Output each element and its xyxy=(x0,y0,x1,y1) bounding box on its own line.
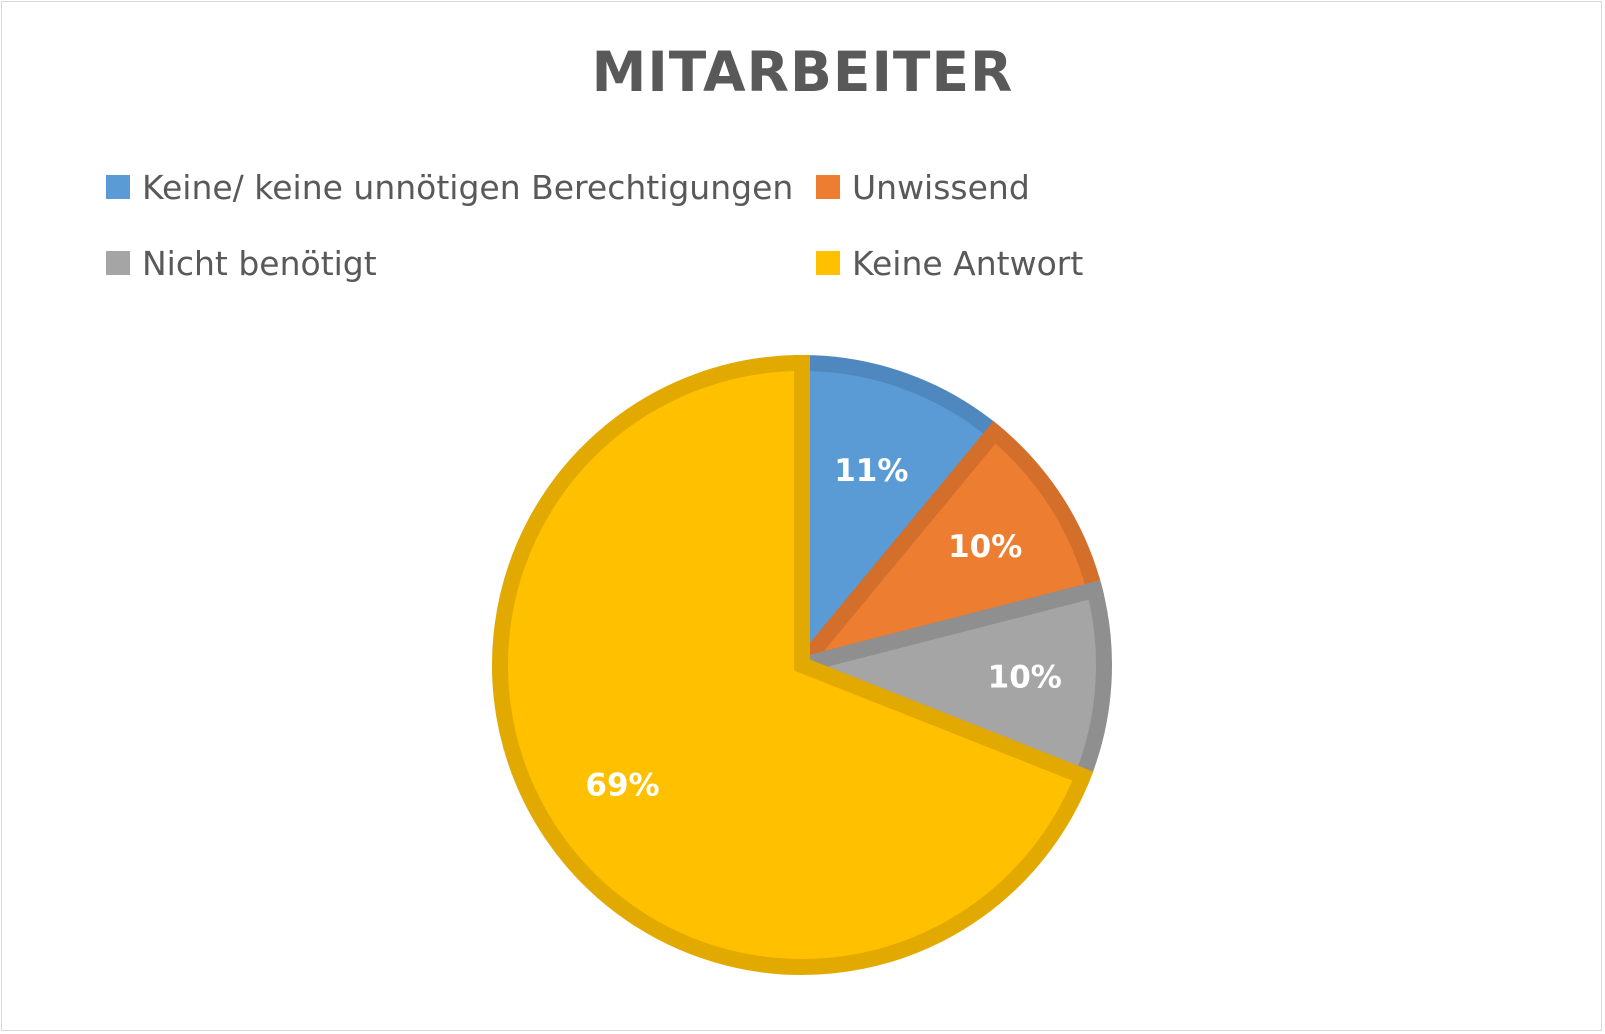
legend-item-3: Nicht benötigt xyxy=(106,243,377,283)
slice-label-1: 11% xyxy=(834,453,908,489)
legend-label-3: Nicht benötigt xyxy=(142,243,377,283)
legend-label-2: Unwissend xyxy=(852,167,1030,207)
legend-swatch-1 xyxy=(106,175,130,199)
pie-slice-3 xyxy=(776,580,1112,787)
legend-label-4: Keine Antwort xyxy=(852,243,1084,283)
legend-swatch-3 xyxy=(106,251,130,275)
slice-label-3: 10% xyxy=(988,660,1062,696)
legend-swatch-4 xyxy=(816,251,840,275)
legend-item-2: Unwissend xyxy=(816,167,1030,207)
legend-swatch-2 xyxy=(816,175,840,199)
pie-slice-1 xyxy=(794,354,1006,688)
legend-item-4: Keine Antwort xyxy=(816,243,1083,283)
legend-item-1: Keine/ keine unnötigen Berechtigungen xyxy=(106,167,793,207)
chart-title: MITARBEITER xyxy=(591,40,1014,104)
pie-slice-4 xyxy=(491,354,1094,975)
legend-label-1: Keine/ keine unnötigen Berechtigungen xyxy=(142,167,794,207)
slice-label-2: 10% xyxy=(948,529,1022,565)
slice-label-4: 69% xyxy=(585,767,659,803)
